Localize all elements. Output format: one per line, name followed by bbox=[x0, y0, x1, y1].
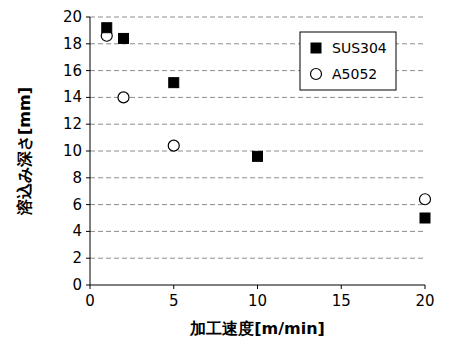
y-tick bbox=[86, 124, 90, 125]
data-point bbox=[119, 33, 129, 43]
chart-svg: 0 2 4 6 8 10 12 14 16 18 20 0 5 10 15 20 加工速度[m/min] 溶込み深… bbox=[0, 0, 456, 350]
data-point bbox=[118, 92, 129, 103]
data-point bbox=[420, 194, 431, 205]
data-point bbox=[169, 78, 179, 88]
grid-line bbox=[90, 97, 425, 98]
y-tick bbox=[86, 17, 90, 18]
y-tick bbox=[86, 177, 90, 178]
y-tick bbox=[86, 231, 90, 232]
x-tick bbox=[425, 285, 426, 289]
legend-label: SUS304 bbox=[332, 40, 387, 56]
x-tick-label: 20 bbox=[415, 292, 434, 310]
y-tick-label: 16 bbox=[63, 62, 82, 80]
x-tick-label: 5 bbox=[169, 292, 179, 310]
grid-line bbox=[90, 204, 425, 205]
y-axis-label: 溶込み深さ[mm] bbox=[15, 87, 34, 216]
legend-label: A5052 bbox=[332, 66, 377, 82]
grid-line bbox=[90, 124, 425, 125]
y-tick bbox=[86, 43, 90, 44]
x-tick bbox=[90, 285, 91, 289]
y-tick bbox=[86, 151, 90, 152]
data-point bbox=[168, 140, 179, 151]
y-tick-label: 0 bbox=[72, 276, 82, 294]
x-tick bbox=[173, 285, 174, 289]
grid-line bbox=[90, 17, 425, 18]
legend-marker bbox=[311, 69, 322, 80]
grid-line bbox=[90, 177, 425, 178]
y-tick bbox=[86, 258, 90, 259]
y-tick-label: 10 bbox=[63, 142, 82, 160]
x-tick bbox=[341, 285, 342, 289]
data-point bbox=[253, 151, 263, 161]
plot-area bbox=[101, 23, 430, 223]
x-tick bbox=[257, 285, 258, 289]
y-tick-label: 14 bbox=[63, 88, 82, 106]
y-tick bbox=[86, 285, 90, 286]
x-tick-label: 0 bbox=[85, 292, 95, 310]
grid-line bbox=[90, 258, 425, 259]
y-tick-label: 8 bbox=[72, 169, 82, 187]
legend-box bbox=[300, 32, 396, 90]
data-point bbox=[102, 23, 112, 33]
data-point bbox=[420, 213, 430, 223]
y-tick-label: 18 bbox=[63, 35, 82, 53]
x-tick-label: 15 bbox=[332, 292, 351, 310]
x-tick-label: 10 bbox=[248, 292, 267, 310]
legend: SUS304 A5052 bbox=[300, 32, 396, 90]
y-tick-label: 4 bbox=[72, 222, 82, 240]
x-axis-label: 加工速度[m/min] bbox=[189, 319, 325, 338]
y-tick-label: 2 bbox=[72, 249, 82, 267]
y-tick bbox=[86, 70, 90, 71]
y-axis bbox=[90, 17, 91, 285]
x-axis bbox=[90, 285, 425, 286]
y-tick-label: 12 bbox=[63, 115, 82, 133]
y-tick bbox=[86, 204, 90, 205]
chart-container: 0 2 4 6 8 10 12 14 16 18 20 0 5 10 15 20 加工速度[m/min] 溶込み深… bbox=[0, 0, 456, 350]
y-tick-label: 20 bbox=[63, 8, 82, 26]
y-tick bbox=[86, 97, 90, 98]
grid-line bbox=[90, 231, 425, 232]
legend-marker bbox=[311, 43, 321, 53]
y-tick-label: 6 bbox=[72, 196, 82, 214]
